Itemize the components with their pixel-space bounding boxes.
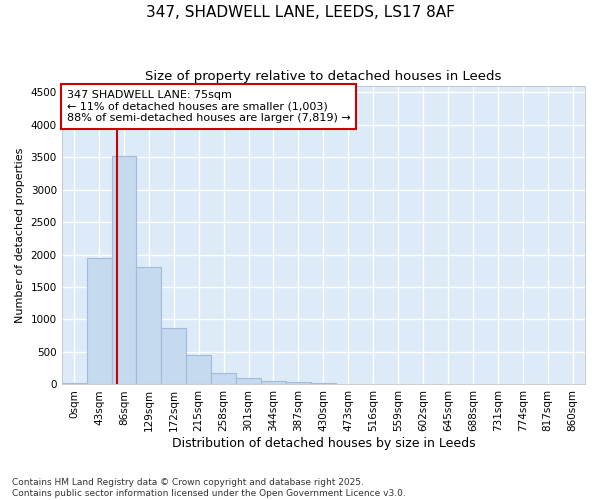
Bar [186,354,211,384]
Y-axis label: Number of detached properties: Number of detached properties [15,148,25,322]
Bar [86,258,112,384]
Text: Contains HM Land Registry data © Crown copyright and database right 2025.
Contai: Contains HM Land Registry data © Crown c… [12,478,406,498]
Bar [211,373,236,384]
X-axis label: Distribution of detached houses by size in Leeds: Distribution of detached houses by size … [172,437,475,450]
Bar [286,382,311,384]
Title: Size of property relative to detached houses in Leeds: Size of property relative to detached ho… [145,70,502,83]
Bar [136,268,161,384]
Text: 347 SHADWELL LANE: 75sqm
← 11% of detached houses are smaller (1,003)
88% of sem: 347 SHADWELL LANE: 75sqm ← 11% of detach… [67,90,350,123]
Bar [236,378,261,384]
Bar [161,328,186,384]
Text: 347, SHADWELL LANE, LEEDS, LS17 8AF: 347, SHADWELL LANE, LEEDS, LS17 8AF [146,5,454,20]
Bar [311,383,336,384]
Bar [62,382,86,384]
Bar [112,156,136,384]
Bar [261,380,286,384]
